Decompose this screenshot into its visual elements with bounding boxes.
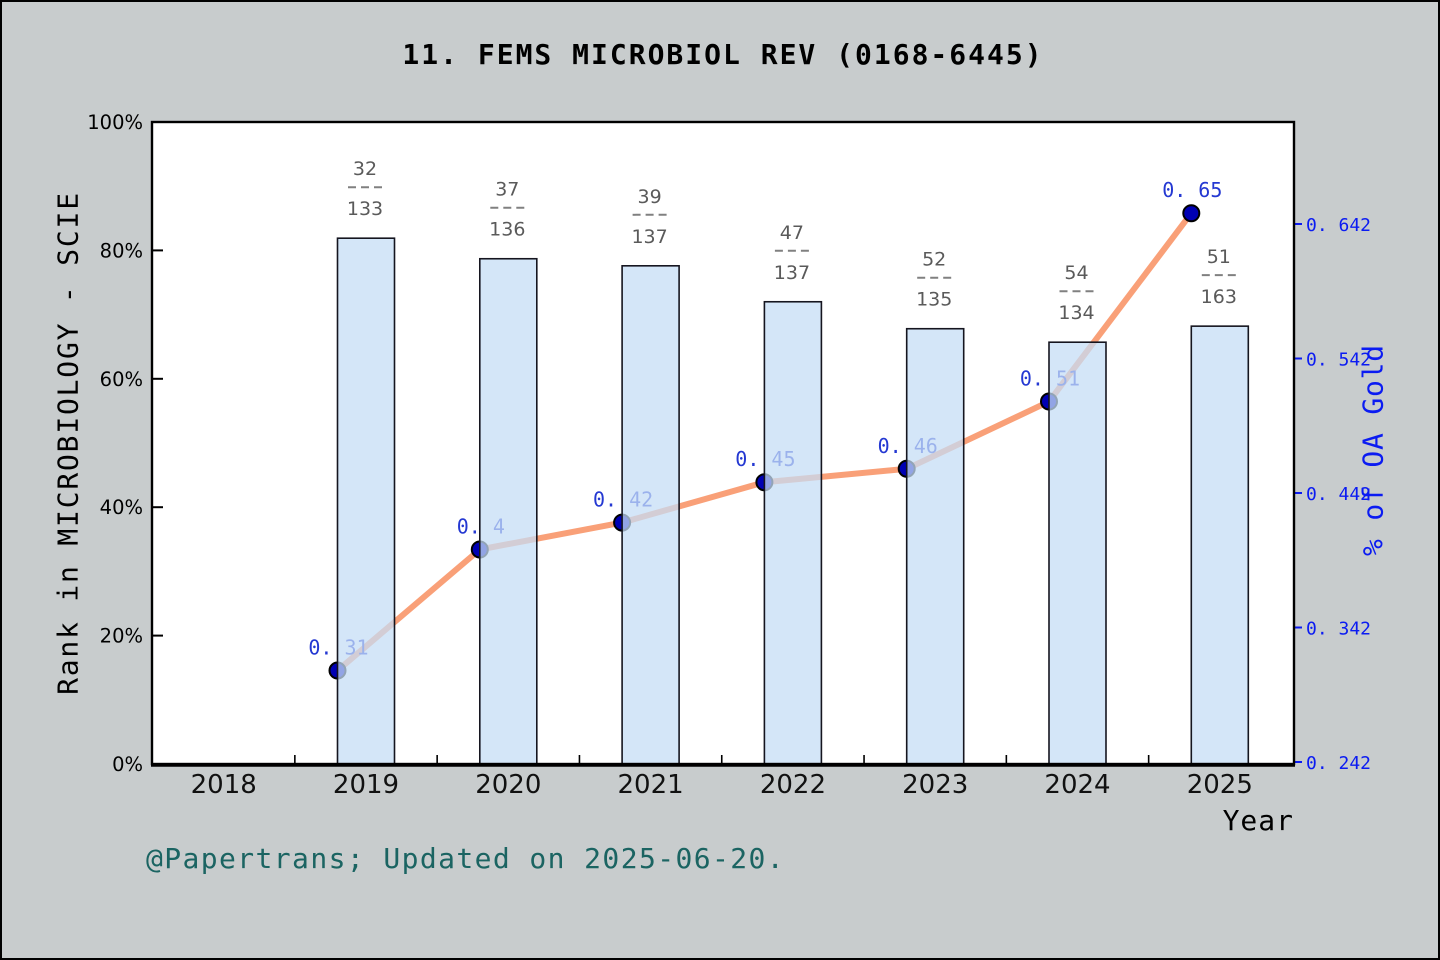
left-axis-title: Rank in MICROBIOLOGY - SCIE (51, 191, 85, 695)
year-label: 2025 (1187, 770, 1253, 800)
footer-credit: @Papertrans; Updated on 2025-06-20. (146, 842, 786, 875)
left-tick-label: 20% (100, 625, 143, 648)
left-tick-label: 60% (100, 368, 143, 391)
rank-fraction-denominator: 136 (489, 219, 525, 241)
rank-bar (336, 237, 396, 765)
right-tick-label: 0. 242 (1306, 753, 1371, 774)
chart-title: 11. FEMS MICROBIOL REV (0168-6445) (402, 38, 1044, 71)
year-label: 2022 (760, 770, 826, 800)
rank-fraction-numerator: 52 (922, 249, 946, 271)
rank-bar (1190, 325, 1250, 765)
rank-fraction-denominator: 137 (774, 262, 810, 284)
rank-fraction-numerator: 47 (780, 222, 804, 244)
left-tick-label: 0% (112, 753, 143, 776)
rank-bar (621, 265, 680, 765)
x-axis-label: Year (1223, 804, 1294, 837)
right-axis-title: % of OA Gold (1356, 344, 1390, 556)
left-tick-label: 100% (87, 111, 143, 134)
right-tick-label: 0. 642 (1306, 215, 1371, 236)
right-tick-label: 0. 342 (1306, 619, 1371, 640)
year-label: 2023 (902, 770, 968, 800)
rank-fraction-numerator: 39 (638, 186, 662, 208)
year-label: 2018 (191, 770, 257, 800)
rank-bar (478, 257, 538, 765)
rank-fraction-numerator: 32 (353, 158, 377, 180)
year-label: 2019 (333, 770, 399, 800)
left-tick-label: 40% (100, 496, 143, 519)
rank-fraction-numerator: 54 (1064, 262, 1088, 284)
rank-fraction-denominator: 137 (631, 226, 667, 248)
rank-fraction-numerator: 37 (495, 179, 519, 201)
year-label: 2021 (618, 770, 684, 800)
rank-fraction-denominator: 133 (347, 198, 383, 220)
left-tick-label: 80% (100, 239, 143, 262)
right-tick-label: 0. 442 (1306, 484, 1371, 505)
year-label: 2024 (1044, 770, 1110, 800)
data-point-label: 0. 65 (1162, 178, 1222, 202)
year-label: 2020 (475, 770, 541, 800)
rank-fraction-denominator: 163 (1201, 286, 1237, 308)
rank-fraction-numerator: 51 (1207, 246, 1231, 268)
rank-fraction-denominator: 134 (1058, 302, 1094, 324)
data-point-dot (1182, 204, 1201, 223)
rank-bar (905, 327, 965, 765)
rank-fraction-denominator: 135 (916, 289, 952, 311)
right-tick-label: 0. 542 (1306, 350, 1371, 371)
rank-bar (1048, 341, 1107, 765)
rank-bar (763, 300, 823, 765)
plot-background (152, 122, 1294, 764)
